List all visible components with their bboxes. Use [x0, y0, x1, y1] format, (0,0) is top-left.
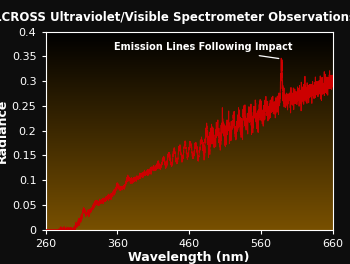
X-axis label: Wavelength (nm): Wavelength (nm) [128, 252, 250, 264]
Y-axis label: Radiance: Radiance [0, 98, 9, 163]
Text: Emission Lines Following Impact: Emission Lines Following Impact [114, 43, 292, 59]
Text: LCROSS Ultraviolet/Visible Spectrometer Observations: LCROSS Ultraviolet/Visible Spectrometer … [0, 11, 350, 23]
